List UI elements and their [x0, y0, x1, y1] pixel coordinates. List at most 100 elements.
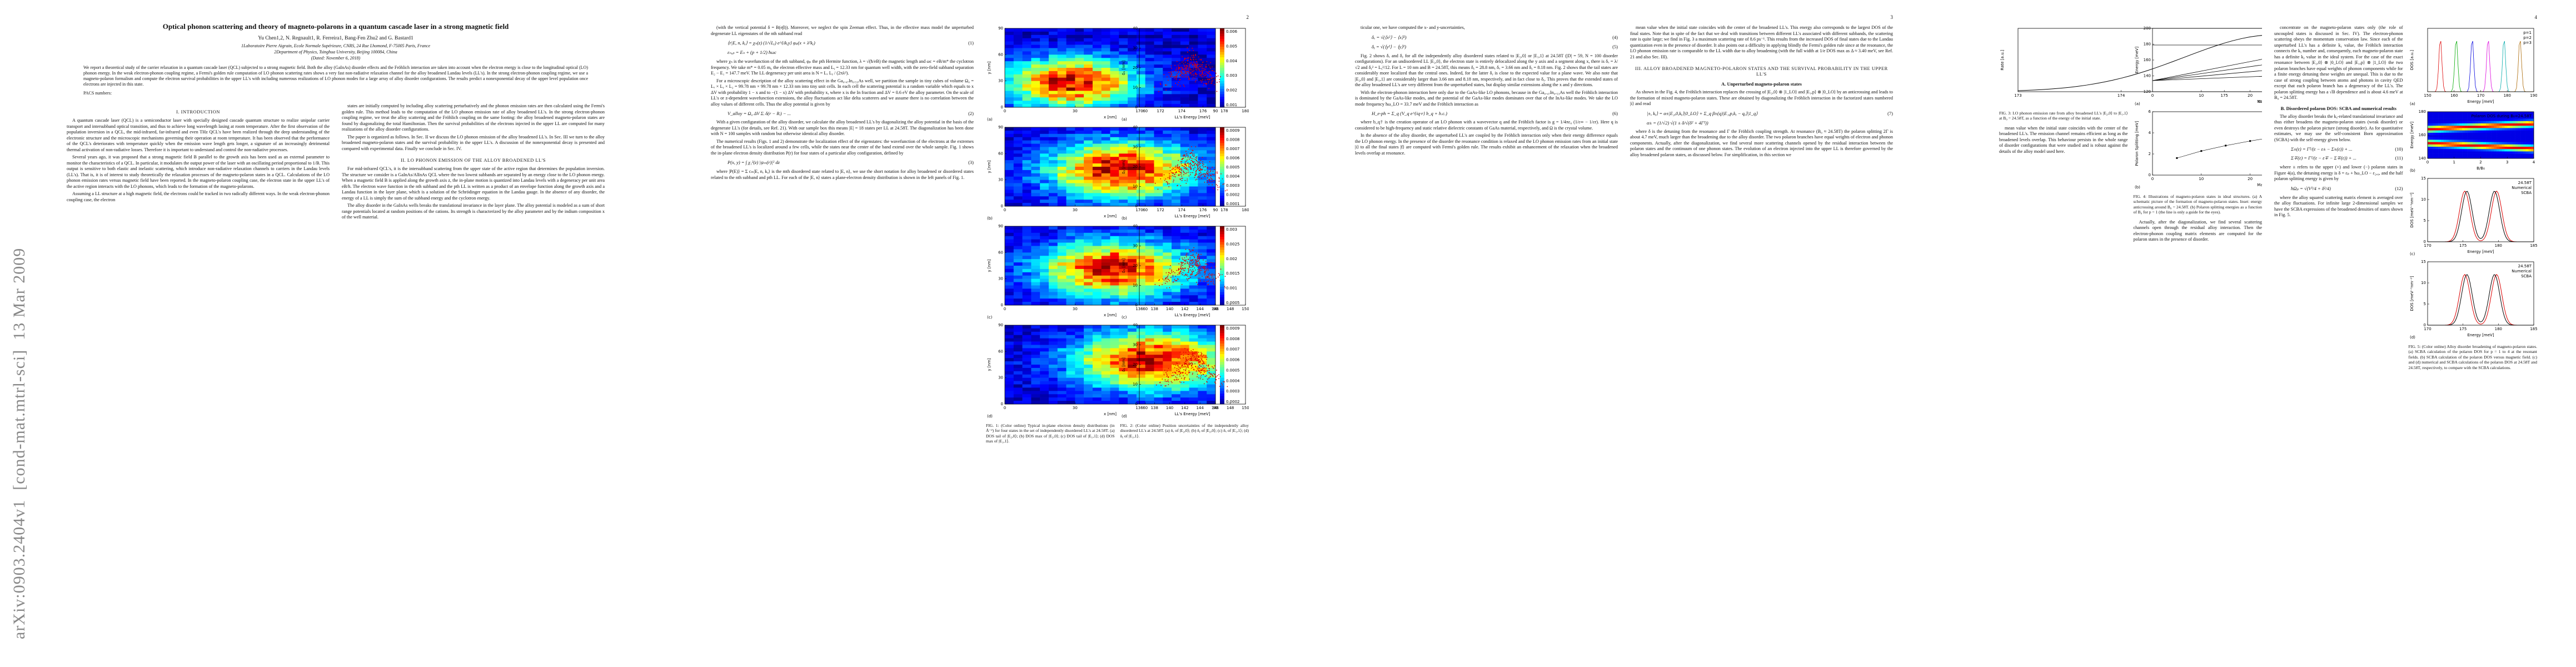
scatter-dot [1189, 257, 1190, 258]
density-cell [1005, 97, 1014, 101]
density-cell [1075, 133, 1084, 138]
scatter-dot [1189, 166, 1190, 168]
density-cell [1110, 232, 1119, 237]
density-cell [1180, 203, 1189, 207]
scatter-dot [1194, 351, 1195, 353]
density-cell [1057, 381, 1067, 385]
density-cell [1198, 173, 1207, 177]
density-cell [1198, 351, 1207, 355]
density-cell [1172, 285, 1181, 289]
scatter-dot [1208, 88, 1209, 89]
scatter-dot [1201, 276, 1203, 277]
density-cell [1048, 345, 1058, 349]
scatter-dot [1208, 175, 1209, 176]
density-cell [1031, 278, 1040, 282]
dos-cell [2485, 153, 2489, 157]
dos-cell [2509, 140, 2513, 142]
density-cell [1048, 328, 1058, 332]
dos-cell [2469, 128, 2473, 131]
density-cell [1048, 365, 1058, 369]
scatter-dot [1198, 255, 1199, 256]
density-cell [1022, 140, 1032, 144]
density-cell [1145, 176, 1154, 180]
scatter-dot [1212, 275, 1213, 277]
sub-column: 150 160 170 180 190 Energy [meV] DOS [a.u.] (a)… [2409, 25, 2537, 375]
scatter-dot [1188, 263, 1189, 265]
dos-cell [2443, 151, 2447, 154]
scatter-dot [1208, 370, 1210, 371]
density-cell [1172, 140, 1181, 144]
y-tick-label: 30 [1133, 46, 1138, 51]
density-cell [1031, 272, 1040, 276]
dos-cell [2491, 121, 2494, 124]
colorbar-cell [1220, 335, 1224, 339]
density-cell [1145, 200, 1154, 203]
density-cell [1057, 81, 1067, 84]
density-cell [1057, 180, 1067, 183]
density-cell [1198, 229, 1207, 233]
density-cell [1101, 84, 1110, 88]
density-cell [1207, 157, 1216, 161]
scatter-dot [1183, 157, 1184, 159]
density-cell [1084, 391, 1093, 395]
density-cell [1101, 31, 1110, 36]
density-cell [1163, 377, 1172, 381]
density-cell [1092, 196, 1102, 200]
density-cell [1101, 87, 1110, 91]
density-cell [1031, 298, 1040, 302]
density-cell [1119, 377, 1128, 381]
density-cell [1154, 391, 1163, 395]
dos-cell [2472, 132, 2475, 136]
density-cell [1048, 71, 1058, 75]
density-cell [1040, 77, 1049, 81]
scatter-dot [1177, 362, 1178, 364]
density-cell [1092, 48, 1102, 52]
dos-cell [2443, 137, 2447, 140]
scatter-dot [1173, 281, 1174, 283]
dos-cell [2467, 156, 2470, 159]
density-cell [1172, 367, 1181, 372]
density-cell [1048, 358, 1058, 362]
density-cell [1031, 196, 1040, 200]
density-cell [1040, 266, 1049, 270]
scatter-dot [1186, 168, 1188, 170]
density-cell [1092, 242, 1102, 246]
density-cell [1189, 381, 1198, 385]
density-cell [1022, 288, 1032, 292]
density-cell [1005, 401, 1014, 405]
dos-cell [2430, 137, 2433, 140]
density-cell [1013, 150, 1023, 154]
density-cell [1207, 262, 1216, 266]
density-cell [1084, 394, 1093, 398]
scatter-dot [1188, 370, 1189, 372]
density-cell [1128, 377, 1137, 381]
dos-cell [2469, 151, 2473, 154]
scatter-dot [1208, 274, 1209, 275]
dos-cell [2528, 142, 2532, 145]
scatter-dot [1171, 382, 1173, 384]
dos-cell [2440, 114, 2444, 117]
density-cell [1180, 127, 1189, 131]
scatter-dot [1195, 274, 1197, 276]
dos-cell [2507, 142, 2510, 145]
density-cell [1048, 397, 1058, 401]
density-cell [1101, 236, 1110, 240]
density-cell [1031, 81, 1040, 84]
density-cell [1163, 331, 1172, 336]
column: mean value when the initial state coinci… [1630, 25, 1893, 650]
dos-cell [2493, 128, 2497, 131]
scatter-dot [1174, 166, 1176, 168]
x-tick-label: 136 [1135, 307, 1143, 311]
density-cell [1154, 61, 1163, 65]
density-cell [1066, 97, 1075, 101]
dos-cell [2499, 118, 2502, 122]
scatter-dot [1203, 74, 1204, 75]
dos-cell [2483, 128, 2486, 131]
density-cell [1092, 348, 1102, 352]
dos-cell [2478, 121, 2481, 124]
density-cell [1013, 288, 1023, 292]
density-cell [1084, 278, 1093, 282]
scatter-dot [1180, 266, 1182, 267]
density-cell [1057, 397, 1067, 401]
